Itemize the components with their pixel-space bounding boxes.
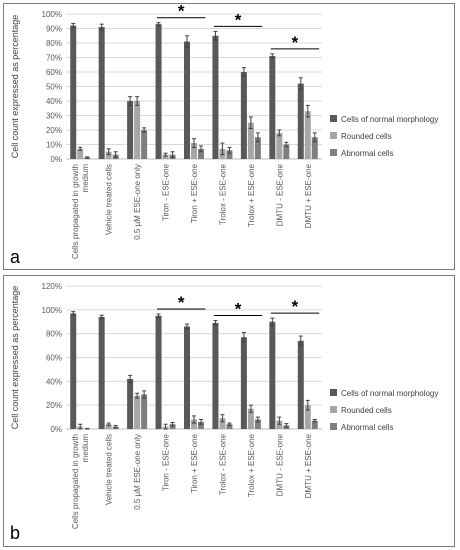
chart-b-y-tick-label: 120%: [42, 282, 62, 291]
chart-b-legend-label-rounded: Rounded cells: [341, 406, 392, 415]
chart-a-bar-normal: [99, 27, 105, 159]
chart-b-category-label: Trolox - ESE-one: [218, 433, 227, 495]
chart-a-y-tick-label: 40%: [46, 97, 62, 106]
chart-b-category-label: DMTU - ESE-one: [275, 433, 284, 496]
chart-a-category-label: Tiron - ESE-one: [162, 163, 171, 221]
chart-b-y-tick-label: 60%: [46, 354, 62, 363]
chart-a-y-tick-label: 70%: [46, 54, 62, 63]
chart-a-significance-star: *: [292, 33, 299, 52]
chart-a-bar-normal: [298, 84, 304, 159]
chart-b-category-label: Tiron - ESE-one: [162, 433, 171, 491]
chart-a-significance-star: *: [235, 10, 242, 29]
chart-b-bar-normal: [298, 341, 304, 429]
chart-a-legend-swatch-abnormal: [330, 149, 337, 156]
chart-b-y-tick-label: 80%: [46, 330, 62, 339]
chart-b-significance-star: *: [292, 297, 299, 316]
chart-b-y-axis-label: Cell count expressed as percentage: [10, 286, 20, 430]
chart-a-y-tick-label: 90%: [46, 25, 62, 34]
chart-a-y-tick-label: 10%: [46, 141, 62, 150]
chart-a-significance-star: *: [178, 4, 185, 21]
chart-a-bar-normal: [212, 36, 218, 159]
chart-a-bar-normal: [241, 72, 247, 159]
chart-a-category-label: medium: [81, 164, 90, 193]
chart-b-category-label: medium: [81, 434, 90, 463]
chart-a-bar-normal: [269, 56, 275, 159]
chart-b-svg: 0% 20% 40% 60% 80% 100% 120% Cell count express…: [4, 276, 454, 546]
chart-a-y-tick-label: 80%: [46, 39, 62, 48]
chart-a-bar-abnormal: [141, 130, 147, 159]
chart-b-category-label: Tiron + ESE-one: [190, 433, 199, 493]
chart-a-legend-swatch-normal: [330, 115, 337, 122]
chart-a-category-label: Cells propagated in growth: [71, 164, 80, 259]
chart-b-bar-normal: [184, 327, 190, 429]
chart-b-legend-swatch-normal: [330, 389, 337, 396]
chart-a-bar-rounded: [305, 111, 311, 159]
chart-b-bar-normal: [70, 313, 76, 429]
chart-a-category-label: Vehicle treated cells: [105, 164, 114, 235]
chart-a-category-label: 0.5 µM ESE-one only: [133, 164, 142, 240]
chart-b-panel-label: b: [10, 523, 20, 543]
chart-b-category-label: 0.5 µM ESE-one only: [133, 434, 142, 510]
chart-b-legend-swatch-abnormal: [330, 423, 337, 430]
chart-b-category-label: Trolox + ESE-one: [247, 433, 256, 497]
chart-b-y-tick-label: 0%: [50, 425, 62, 434]
chart-a-y-tick-label: 30%: [46, 112, 62, 121]
chart-b-category-label: Cells propagated in growth: [71, 434, 80, 529]
chart-b-bar-abnormal: [141, 394, 147, 429]
chart-b-bar-normal: [241, 337, 247, 429]
chart-a-panel-label: a: [10, 247, 21, 267]
chart-b-category-label: DMTU + ESE-one: [304, 433, 313, 498]
chart-a-y-tick-label: 100%: [42, 10, 62, 19]
chart-b-legend-label-abnormal: Abnormal cells: [341, 423, 393, 432]
chart-a-bar-rounded: [276, 133, 282, 159]
chart-b-bar-normal: [269, 322, 275, 429]
chart-a-svg: 0% 10% 20% 30% 40% 50% 60% 70% 80% 90% 100% Cell co…: [4, 4, 454, 269]
chart-a-category-label: Trolox + ESE-one: [247, 163, 256, 227]
chart-b-bar-normal: [156, 316, 162, 429]
chart-a-legend-label-abnormal: Abnormal cells: [341, 149, 393, 158]
chart-a-category-label: DMTU - ESE-one: [275, 163, 284, 226]
chart-a-bar-rounded: [134, 101, 140, 159]
chart-b-bar-normal: [212, 323, 218, 429]
chart-a-bar-normal: [156, 24, 162, 159]
chart-a-bar-normal: [184, 42, 190, 159]
chart-b-bar-rounded: [134, 396, 140, 429]
chart-b-y-tick-label: 100%: [42, 306, 62, 315]
chart-b-bar-normal: [127, 379, 133, 429]
chart-b-y-tick-label: 40%: [46, 377, 62, 386]
chart-a-y-axis-label: Cell count expressed as percentage: [10, 15, 20, 159]
chart-a-y-tick-label: 60%: [46, 68, 62, 77]
chart-a-category-label: DMTU + ESE-one: [304, 163, 313, 228]
chart-a-y-tick-label: 50%: [46, 83, 62, 92]
chart-b-significance-star: *: [178, 293, 185, 312]
chart-b-legend-swatch-rounded: [330, 406, 337, 413]
chart-b-significance-star: *: [235, 300, 242, 319]
chart-a-bar-normal: [127, 101, 133, 159]
chart-panel-b: 0% 20% 40% 60% 80% 100% 120% Cell count express…: [3, 275, 455, 547]
chart-a-category-label: Trolox - ESE-one: [218, 163, 227, 225]
chart-a-y-tick-label: 20%: [46, 126, 62, 135]
chart-b-y-tick-label: 20%: [46, 401, 62, 410]
chart-a-legend-label-normal: Cells of normal morphology: [341, 115, 438, 124]
chart-panel-a: 0% 10% 20% 30% 40% 50% 60% 70% 80% 90% 100% Cell co…: [3, 3, 455, 270]
chart-a-bar-normal: [70, 26, 76, 159]
chart-a-y-tick-label: 0%: [50, 155, 62, 164]
chart-a-legend-swatch-rounded: [330, 132, 337, 139]
chart-b-category-label: Vehicle treated cells: [105, 434, 114, 505]
chart-b-bar-normal: [99, 317, 105, 429]
chart-a-category-label: Tiron + ESE-one: [190, 163, 199, 223]
chart-b-legend-label-normal: Cells of normal morphology: [341, 389, 438, 398]
chart-a-legend-label-rounded: Rounded cells: [341, 132, 392, 141]
